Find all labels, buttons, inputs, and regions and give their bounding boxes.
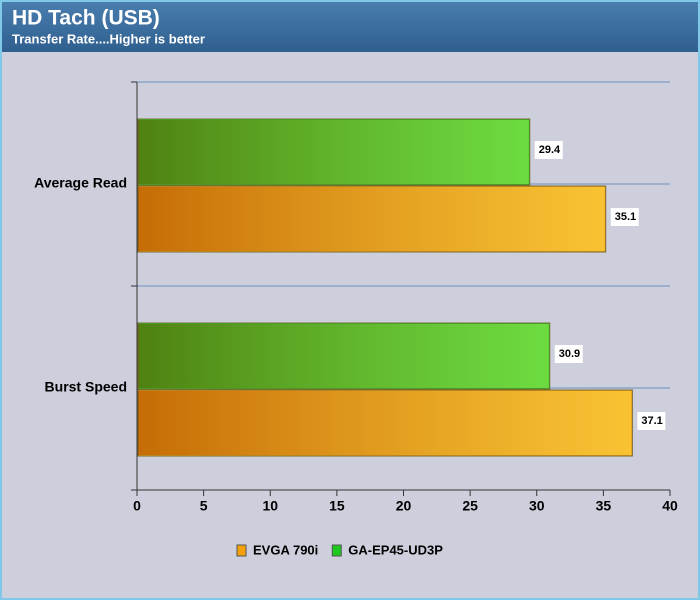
chart-subtitle: Transfer Rate....Higher is better — [12, 31, 205, 46]
category-label: Burst Speed — [45, 379, 127, 395]
chart-title: HD Tach (USB) — [12, 7, 160, 30]
legend-swatch — [331, 544, 342, 557]
value-label: 35.1 — [615, 211, 636, 223]
legend: EVGA 790i GA-EP45-UD3P — [236, 542, 443, 557]
value-label-box — [534, 141, 563, 159]
bar-shade — [138, 187, 605, 251]
legend-swatch — [236, 544, 247, 557]
x-tick-label: 20 — [396, 498, 412, 514]
value-label: 29.4 — [539, 144, 561, 156]
x-tick-label: 5 — [200, 498, 208, 514]
x-tick-label: 0 — [133, 498, 141, 514]
x-tick-label: 15 — [329, 498, 345, 514]
value-label-box — [637, 412, 666, 430]
bar-shade — [138, 391, 632, 455]
bar-shade — [138, 120, 529, 184]
value-label-box — [610, 208, 639, 226]
value-label-box — [554, 345, 583, 363]
x-tick-label: 40 — [662, 498, 678, 514]
x-tick-label: 30 — [529, 498, 545, 514]
header — [0, 0, 700, 52]
category-label: Average Read — [34, 175, 127, 191]
value-label: 37.1 — [641, 415, 662, 427]
x-tick-label: 10 — [262, 498, 278, 514]
legend-label: GA-EP45-UD3P — [348, 542, 443, 557]
bar-shade — [138, 324, 549, 388]
legend-label: EVGA 790i — [253, 542, 318, 557]
x-tick-label: 25 — [462, 498, 478, 514]
value-label: 30.9 — [559, 348, 580, 360]
x-tick-label: 35 — [596, 498, 612, 514]
